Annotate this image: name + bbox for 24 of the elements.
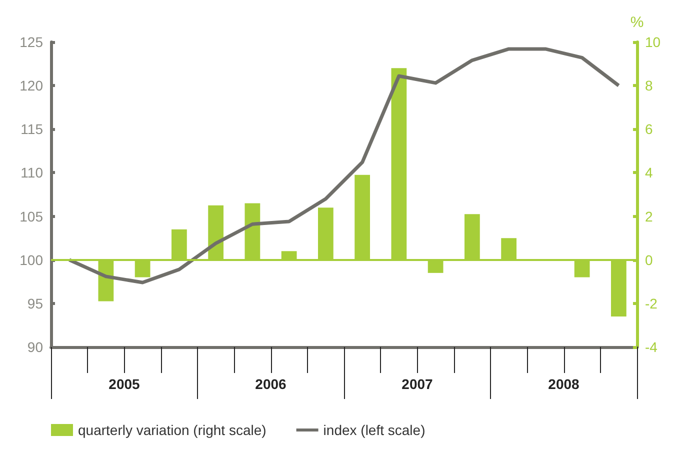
y-tick-label: 95: [27, 295, 44, 312]
y2-tick-label: 2: [645, 208, 653, 224]
y2-tick-label: 6: [645, 121, 653, 138]
y-tick-label: 105: [20, 208, 44, 224]
y-tick-label: 90: [27, 339, 44, 355]
text: 2006: [255, 376, 287, 392]
y2-tick-label: -4: [645, 339, 658, 355]
y2-tick-label: -2: [645, 295, 658, 312]
y-tick-label: 115: [20, 121, 44, 138]
y-tick-label: 110: [20, 164, 44, 181]
legend-label: index (left scale): [323, 422, 426, 438]
y2-tick-label: 10: [645, 34, 661, 50]
y-tick-label: 120: [20, 78, 44, 94]
text: 2007: [402, 376, 434, 392]
line-series: [68, 47, 620, 284]
y2-axis-title: %: [630, 14, 644, 31]
y2-tick-label: 0: [645, 252, 653, 268]
text: 2008: [548, 376, 580, 392]
text: 2005: [108, 376, 140, 392]
y2-tick-label: 8: [645, 78, 653, 94]
legend-label: quarterly variation (right scale): [78, 422, 266, 438]
y-tick-label: 100: [20, 252, 44, 268]
y2-tick-label: 4: [645, 164, 653, 181]
y-tick-label: 125: [20, 34, 44, 50]
